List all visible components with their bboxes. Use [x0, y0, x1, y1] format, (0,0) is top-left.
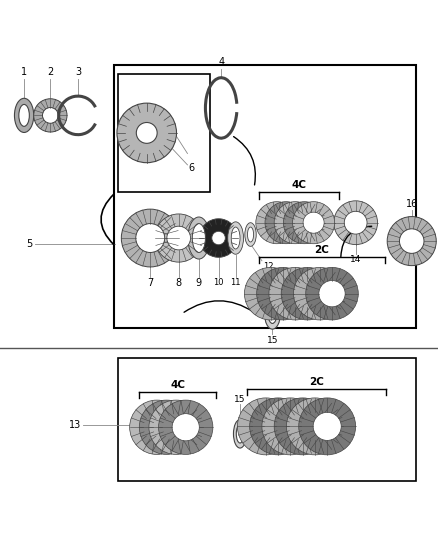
Circle shape [286, 398, 343, 455]
Circle shape [334, 201, 378, 245]
FancyBboxPatch shape [114, 65, 416, 328]
Circle shape [250, 398, 307, 455]
Text: 13: 13 [69, 420, 81, 430]
Circle shape [237, 398, 294, 455]
Circle shape [294, 280, 321, 307]
Circle shape [274, 201, 316, 244]
Circle shape [155, 214, 203, 262]
Circle shape [285, 212, 306, 233]
Ellipse shape [188, 217, 210, 259]
Text: 6: 6 [189, 163, 195, 173]
Circle shape [344, 211, 367, 234]
Text: 9: 9 [196, 278, 202, 288]
Circle shape [172, 414, 199, 441]
Text: 16: 16 [406, 199, 418, 209]
Circle shape [265, 201, 307, 244]
Text: 2C: 2C [314, 245, 329, 255]
Circle shape [256, 201, 298, 244]
Circle shape [244, 268, 297, 320]
Circle shape [117, 103, 177, 163]
Circle shape [283, 201, 325, 244]
Text: 15: 15 [234, 394, 246, 403]
Circle shape [293, 268, 346, 320]
Circle shape [399, 229, 424, 253]
Circle shape [167, 226, 191, 250]
Text: 14: 14 [350, 255, 361, 264]
Text: 10: 10 [213, 278, 224, 287]
Ellipse shape [228, 222, 244, 254]
Circle shape [159, 400, 213, 455]
Text: 7: 7 [147, 278, 153, 288]
Ellipse shape [14, 98, 34, 133]
Circle shape [289, 413, 317, 440]
Ellipse shape [233, 419, 247, 448]
Circle shape [274, 398, 331, 455]
Circle shape [121, 209, 179, 267]
Circle shape [387, 216, 436, 265]
Text: 8: 8 [176, 278, 182, 288]
Ellipse shape [245, 223, 256, 246]
Ellipse shape [268, 304, 277, 324]
Circle shape [162, 414, 190, 441]
Circle shape [153, 414, 180, 441]
Circle shape [212, 231, 225, 245]
FancyBboxPatch shape [118, 359, 416, 481]
Circle shape [276, 212, 297, 233]
Circle shape [266, 212, 287, 233]
Circle shape [306, 268, 358, 320]
Circle shape [34, 99, 67, 132]
Circle shape [264, 413, 292, 440]
Text: 5: 5 [27, 239, 33, 249]
Circle shape [262, 398, 319, 455]
Circle shape [281, 268, 334, 320]
Circle shape [313, 413, 341, 440]
Ellipse shape [231, 227, 240, 249]
Text: 15: 15 [267, 336, 278, 345]
Text: 2C: 2C [310, 377, 324, 387]
Ellipse shape [247, 227, 254, 242]
Ellipse shape [237, 425, 244, 443]
Circle shape [258, 280, 284, 307]
Text: 4C: 4C [170, 379, 185, 390]
Circle shape [270, 280, 296, 307]
Circle shape [293, 201, 335, 244]
Circle shape [136, 123, 157, 143]
Circle shape [139, 400, 194, 455]
Circle shape [130, 400, 184, 455]
Text: 11: 11 [230, 278, 241, 287]
Circle shape [136, 223, 165, 253]
Text: 4C: 4C [292, 181, 307, 190]
Circle shape [282, 280, 308, 307]
Text: 4: 4 [218, 57, 224, 67]
Ellipse shape [192, 223, 205, 253]
Text: 3: 3 [75, 67, 81, 77]
Text: 2: 2 [47, 67, 53, 77]
Circle shape [269, 268, 321, 320]
Circle shape [257, 268, 309, 320]
Circle shape [42, 108, 58, 123]
Ellipse shape [265, 298, 280, 329]
Circle shape [303, 212, 324, 233]
Circle shape [252, 413, 280, 440]
Text: 1: 1 [21, 67, 27, 77]
Circle shape [319, 280, 345, 307]
Circle shape [294, 212, 315, 233]
Circle shape [276, 413, 304, 440]
Circle shape [143, 414, 170, 441]
FancyBboxPatch shape [118, 74, 210, 192]
Circle shape [307, 280, 333, 307]
Circle shape [301, 413, 329, 440]
Circle shape [199, 219, 238, 257]
Circle shape [299, 398, 356, 455]
Ellipse shape [19, 104, 29, 126]
Text: 12: 12 [263, 262, 273, 271]
Circle shape [149, 400, 203, 455]
